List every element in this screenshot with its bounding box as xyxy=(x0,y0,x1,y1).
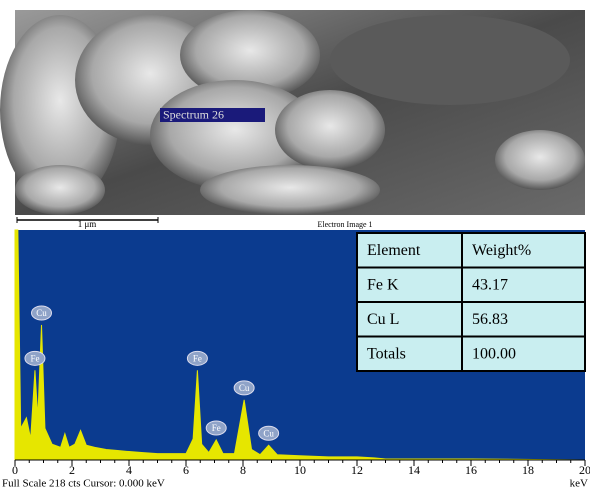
table-text: Element xyxy=(367,242,421,259)
x-tick-label: 20 xyxy=(579,463,590,477)
x-tick-label: 2 xyxy=(69,463,75,477)
peak-label-badge xyxy=(186,350,208,366)
table-cell xyxy=(461,335,586,372)
peak-label: Fe xyxy=(212,423,221,433)
peak-label-badge xyxy=(31,305,53,321)
table: Element Weight% Fe K 43.17 Cu L 56.83 Totals 10… xyxy=(356,232,586,372)
table-text: 100.00 xyxy=(472,345,516,362)
footer: Full Scale 218 cts Cursor: 0.000 keV xyxy=(2,478,165,490)
x-tick-label: 4 xyxy=(126,463,132,477)
table-cell xyxy=(461,301,586,338)
table-text: Weight% xyxy=(472,242,531,259)
x-tick-label: 0 xyxy=(12,463,18,477)
x-tick-label: 12 xyxy=(351,463,363,477)
x-tick-label: 10 xyxy=(294,463,306,477)
table-text: 43.17 xyxy=(472,276,508,293)
peak-label: Fe xyxy=(193,353,202,363)
x-tick-label: 14 xyxy=(408,463,420,477)
peak-label: Cu xyxy=(36,308,47,318)
peak-label-badge xyxy=(233,380,255,396)
table-text: 56.83 xyxy=(472,311,508,328)
x-axis-label: keV xyxy=(570,478,588,490)
x-tick-label: 18 xyxy=(522,463,534,477)
peak-label: Fe xyxy=(30,353,39,363)
table-text: Fe K xyxy=(367,276,399,293)
scale-bar-label: 1 μm xyxy=(78,219,97,229)
table-text: Cu L xyxy=(367,311,399,328)
table-cell xyxy=(461,232,586,269)
x-tick-label: 16 xyxy=(465,463,477,477)
peak-label-badge xyxy=(205,420,227,436)
table-cell xyxy=(461,266,586,303)
spectrum-label: Spectrum 26 xyxy=(163,107,224,121)
peak-label-badge xyxy=(258,425,280,441)
image-caption: Electron Image 1 xyxy=(317,220,372,229)
peak-label-badge xyxy=(24,350,46,366)
spectrum xyxy=(14,229,586,461)
table-text: Totals xyxy=(367,345,406,362)
x-tick-label: 6 xyxy=(183,463,189,477)
peak-label: Cu xyxy=(239,383,250,393)
sem-image: Spectrum 26 1 μm Electron Image 1 xyxy=(0,10,585,229)
peak-label: Cu xyxy=(263,428,274,438)
x-tick-label: 8 xyxy=(240,463,246,477)
